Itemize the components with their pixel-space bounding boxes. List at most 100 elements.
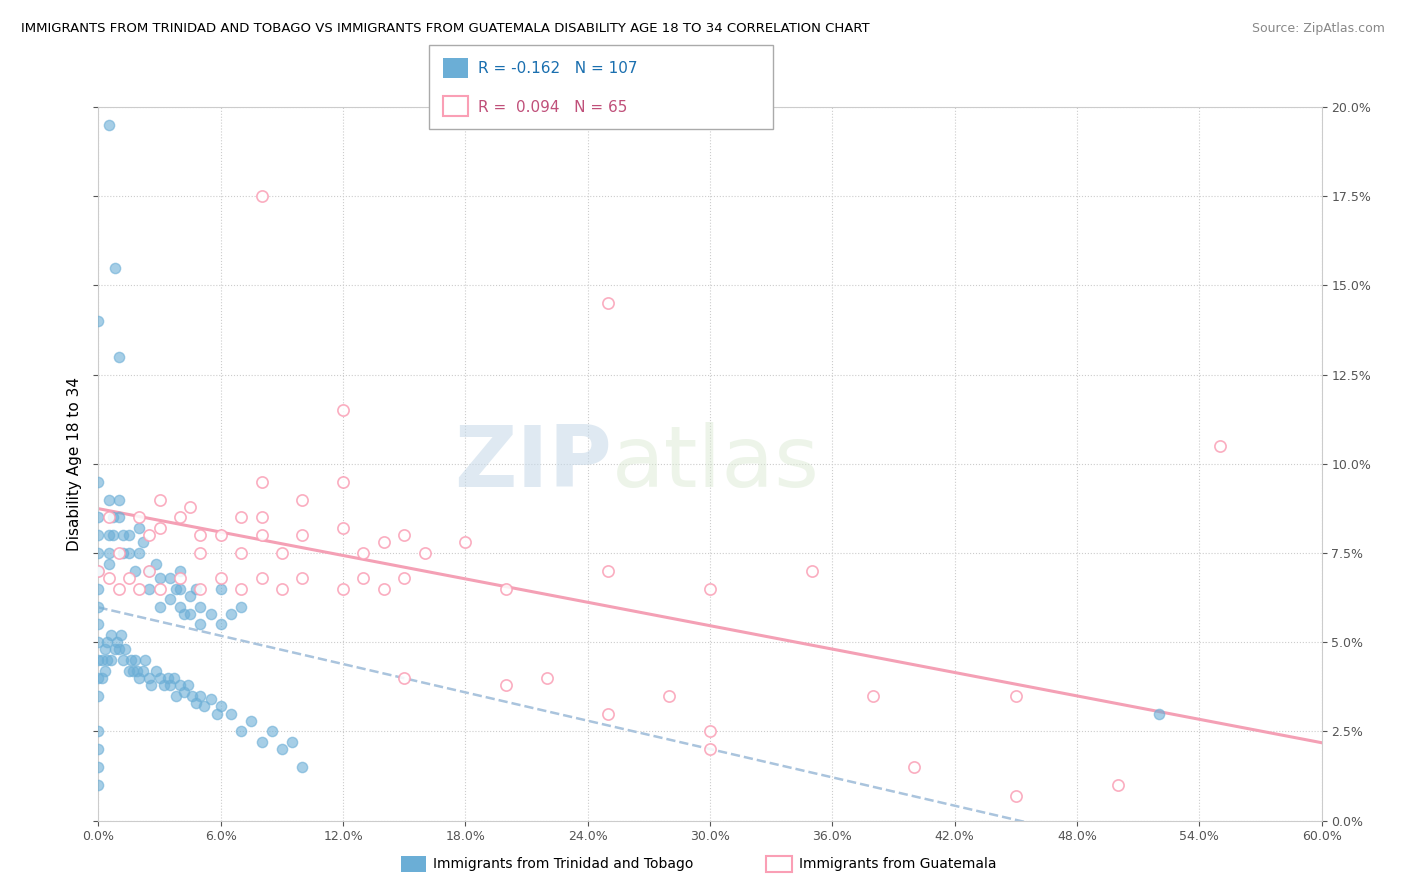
- Point: [159, 571, 181, 585]
- Point: [392, 571, 416, 585]
- Point: [231, 510, 253, 524]
- Point: [209, 699, 232, 714]
- Point: [231, 599, 253, 614]
- Point: [186, 696, 208, 710]
- Point: [118, 546, 141, 560]
- Text: Immigrants from Guatemala: Immigrants from Guatemala: [799, 857, 995, 871]
- Point: [118, 571, 141, 585]
- Point: [104, 260, 127, 275]
- Point: [87, 564, 110, 578]
- Point: [128, 582, 150, 596]
- Point: [169, 678, 191, 692]
- Point: [87, 671, 110, 685]
- Point: [127, 664, 149, 678]
- Point: [87, 528, 110, 542]
- Point: [145, 664, 167, 678]
- Point: [149, 599, 172, 614]
- Point: [658, 689, 681, 703]
- Point: [87, 314, 110, 328]
- Point: [291, 571, 314, 585]
- Point: [250, 510, 273, 524]
- Point: [101, 510, 124, 524]
- Point: [598, 564, 620, 578]
- Point: [101, 528, 124, 542]
- Point: [97, 510, 120, 524]
- Point: [100, 653, 122, 667]
- Point: [392, 671, 416, 685]
- Point: [250, 475, 273, 489]
- Point: [96, 635, 118, 649]
- Point: [110, 628, 132, 642]
- Point: [108, 510, 131, 524]
- Point: [200, 692, 222, 706]
- Point: [495, 678, 517, 692]
- Point: [332, 521, 354, 535]
- Point: [536, 671, 558, 685]
- Point: [149, 582, 172, 596]
- Point: [124, 564, 146, 578]
- Point: [128, 671, 150, 685]
- Point: [114, 642, 136, 657]
- Point: [219, 706, 242, 721]
- Point: [219, 607, 242, 621]
- Point: [270, 546, 294, 560]
- Point: [903, 760, 925, 774]
- Text: ZIP: ZIP: [454, 422, 612, 506]
- Point: [108, 546, 131, 560]
- Point: [97, 492, 120, 507]
- Point: [87, 742, 110, 756]
- Point: [97, 528, 120, 542]
- Point: [291, 760, 314, 774]
- Point: [96, 653, 118, 667]
- Point: [108, 582, 131, 596]
- Point: [87, 689, 110, 703]
- Point: [352, 571, 374, 585]
- Point: [87, 599, 110, 614]
- Text: Immigrants from Trinidad and Tobago: Immigrants from Trinidad and Tobago: [433, 857, 693, 871]
- Point: [231, 546, 253, 560]
- Point: [91, 653, 114, 667]
- Point: [87, 635, 110, 649]
- Point: [97, 546, 120, 560]
- Point: [173, 607, 195, 621]
- Point: [132, 664, 155, 678]
- Point: [332, 475, 354, 489]
- Text: IMMIGRANTS FROM TRINIDAD AND TOBAGO VS IMMIGRANTS FROM GUATEMALA DISABILITY AGE : IMMIGRANTS FROM TRINIDAD AND TOBAGO VS I…: [21, 22, 870, 36]
- Point: [132, 535, 155, 549]
- Point: [373, 582, 395, 596]
- Text: R =  0.094   N = 65: R = 0.094 N = 65: [478, 100, 627, 114]
- Point: [392, 528, 416, 542]
- Point: [179, 607, 201, 621]
- Point: [598, 296, 620, 310]
- Point: [332, 582, 354, 596]
- Point: [128, 521, 150, 535]
- Point: [87, 475, 110, 489]
- Point: [179, 589, 201, 603]
- Point: [209, 617, 232, 632]
- Point: [134, 653, 156, 667]
- Point: [1209, 439, 1232, 453]
- Point: [108, 492, 131, 507]
- Point: [1107, 778, 1129, 792]
- Point: [231, 724, 253, 739]
- Point: [250, 189, 273, 203]
- Point: [87, 653, 110, 667]
- Point: [291, 528, 314, 542]
- Point: [145, 557, 167, 571]
- Point: [87, 546, 110, 560]
- Point: [93, 642, 115, 657]
- Point: [149, 671, 172, 685]
- Point: [205, 706, 228, 721]
- Point: [169, 571, 191, 585]
- Point: [97, 571, 120, 585]
- Point: [699, 724, 721, 739]
- Point: [270, 742, 294, 756]
- Point: [495, 582, 517, 596]
- Text: R = -0.162   N = 107: R = -0.162 N = 107: [478, 62, 637, 76]
- Point: [250, 571, 273, 585]
- Point: [598, 706, 620, 721]
- Point: [281, 735, 304, 749]
- Point: [260, 724, 283, 739]
- Point: [801, 564, 824, 578]
- Point: [250, 528, 273, 542]
